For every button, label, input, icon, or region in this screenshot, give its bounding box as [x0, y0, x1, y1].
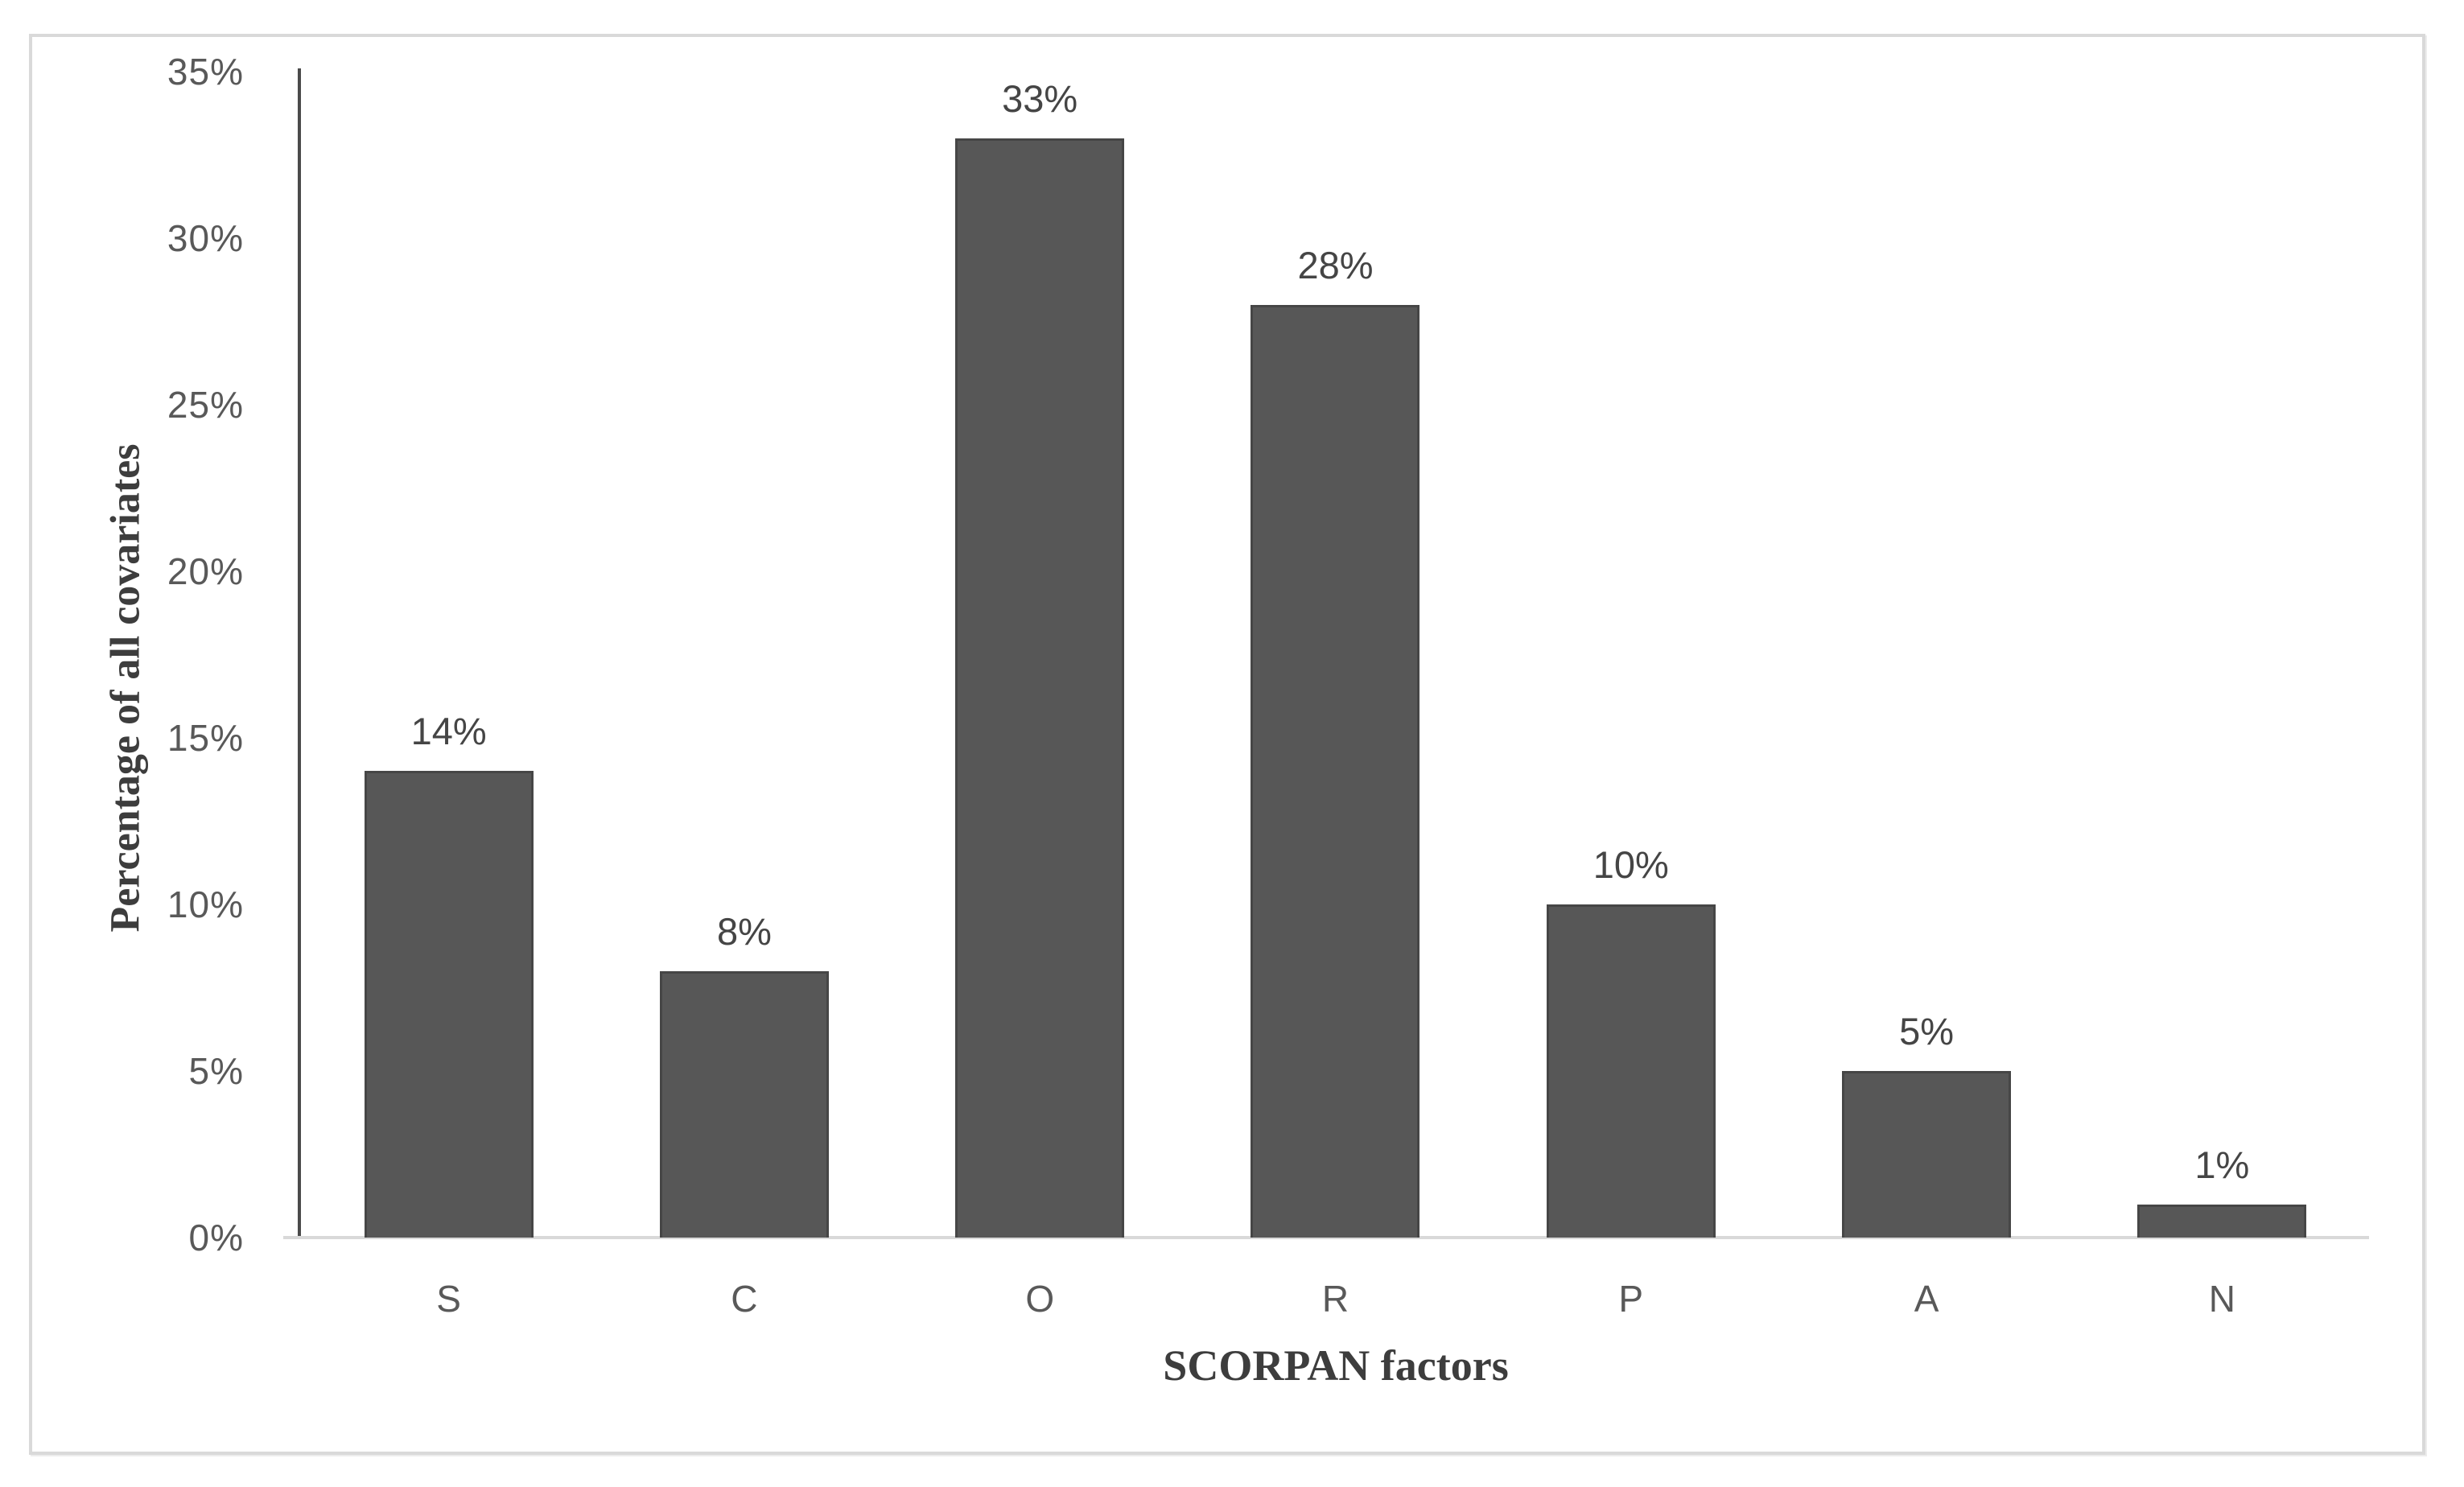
figure-frame: Percentage of all covariates 0% 5% 10% 15% 2…	[29, 34, 2425, 1455]
y-axis-tick-labels: 0% 5% 10% 15% 20% 25% 30% 35%	[0, 51, 244, 1258]
bar	[364, 771, 534, 1238]
x-category-label: A	[1914, 1278, 1939, 1320]
x-category-label: R	[1321, 1278, 1349, 1320]
y-tick-label: 35%	[167, 51, 244, 93]
bar-group: 5%	[1778, 72, 2074, 1238]
bar	[1251, 304, 1420, 1238]
y-tick-label: 20%	[167, 550, 244, 592]
bar-value-label: 28%	[1297, 243, 1374, 286]
bar-value-label: 8%	[716, 909, 772, 953]
bar-group: 10%	[1483, 72, 1778, 1238]
bar-value-label: 1%	[2194, 1143, 2250, 1186]
bar	[2137, 1204, 2307, 1238]
bar-value-label: 5%	[1899, 1010, 1955, 1052]
bar-group: 14%	[301, 72, 596, 1238]
x-category-label: N	[2208, 1278, 2235, 1320]
bar	[1842, 1071, 2012, 1238]
y-tick-label: 5%	[188, 1050, 244, 1092]
y-tick-label: 30%	[167, 217, 244, 259]
y-tick-label: 15%	[167, 717, 244, 759]
bar-group: 1%	[2075, 72, 2370, 1238]
bar-group: 28%	[1188, 72, 1483, 1238]
x-axis-title: SCORPAN factors	[1163, 1341, 1509, 1390]
y-tick-label: 10%	[167, 884, 244, 925]
bar	[1546, 904, 1716, 1238]
y-tick-label: 0%	[188, 1217, 244, 1258]
x-category-label: O	[1025, 1278, 1055, 1320]
plot-area: 14% 8% 33% 28% 10% 5% 1%	[301, 72, 2370, 1238]
bar-value-label: 10%	[1593, 843, 1669, 886]
x-category-label: P	[1618, 1278, 1644, 1320]
x-category-label: S	[436, 1278, 461, 1320]
bar-value-label: 33%	[1002, 76, 1078, 120]
x-category-label: C	[731, 1278, 758, 1320]
bar	[955, 138, 1125, 1238]
y-tick-label: 25%	[167, 384, 244, 426]
bar-value-label: 14%	[410, 710, 487, 753]
bar	[659, 970, 829, 1238]
x-axis-line	[283, 1236, 2369, 1239]
y-axis-line	[298, 68, 301, 1238]
bar-group: 8%	[596, 72, 892, 1238]
bar-group: 33%	[892, 72, 1188, 1238]
